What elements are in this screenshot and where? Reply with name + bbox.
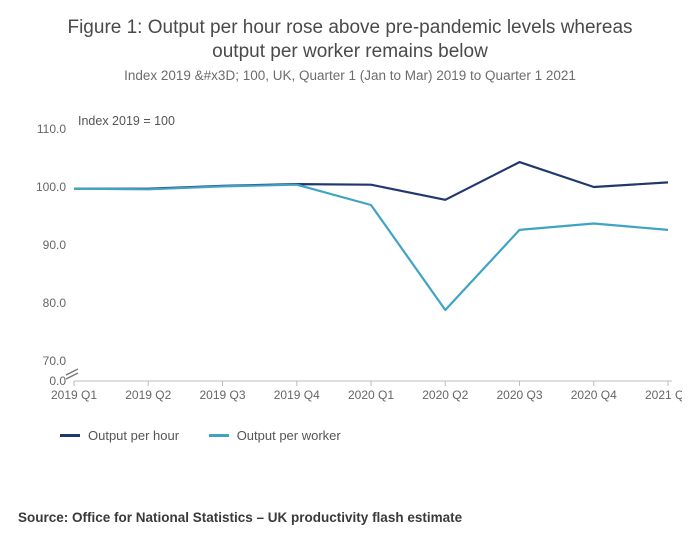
svg-text:2019 Q1: 2019 Q1: [51, 388, 97, 402]
chart-svg: 0.0 70.0 80.0 90.0 100.0 110.0 2019 Q1 2019 Q2 2…: [22, 111, 682, 411]
legend-item: Output per hour: [60, 428, 179, 443]
svg-text:Index 2019 = 100: Index 2019 = 100: [78, 114, 175, 128]
svg-text:2020 Q2: 2020 Q2: [422, 388, 468, 402]
svg-text:70.0: 70.0: [43, 354, 67, 368]
svg-text:2019 Q2: 2019 Q2: [125, 388, 171, 402]
svg-text:110.0: 110.0: [37, 122, 66, 136]
svg-text:2021 Q1: 2021 Q1: [645, 388, 682, 402]
legend-swatch-icon: [209, 434, 229, 437]
legend-swatch-icon: [60, 434, 80, 437]
svg-text:2020 Q4: 2020 Q4: [571, 388, 617, 402]
legend-label: Output per hour: [88, 428, 179, 443]
legend-label: Output per worker: [237, 428, 341, 443]
svg-text:2020 Q3: 2020 Q3: [496, 388, 542, 402]
svg-text:2020 Q1: 2020 Q1: [348, 388, 394, 402]
source-text: Source: Office for National Statistics –…: [18, 510, 462, 525]
legend: Output per hour Output per worker: [60, 425, 682, 443]
svg-text:90.0: 90.0: [43, 238, 67, 252]
chart-title: Figure 1: Output per hour rose above pre…: [58, 16, 642, 64]
svg-text:0.0: 0.0: [49, 374, 66, 388]
svg-text:2019 Q4: 2019 Q4: [274, 388, 320, 402]
chart-subtitle: Index 2019 &#x3D; 100, UK, Quarter 1 (Ja…: [18, 68, 682, 83]
chart-area: 0.0 70.0 80.0 90.0 100.0 110.0 2019 Q1 2019 Q2 2…: [22, 111, 682, 411]
svg-text:100.0: 100.0: [36, 180, 66, 194]
svg-text:2019 Q3: 2019 Q3: [199, 388, 245, 402]
svg-text:80.0: 80.0: [43, 296, 67, 310]
legend-item: Output per worker: [209, 428, 341, 443]
